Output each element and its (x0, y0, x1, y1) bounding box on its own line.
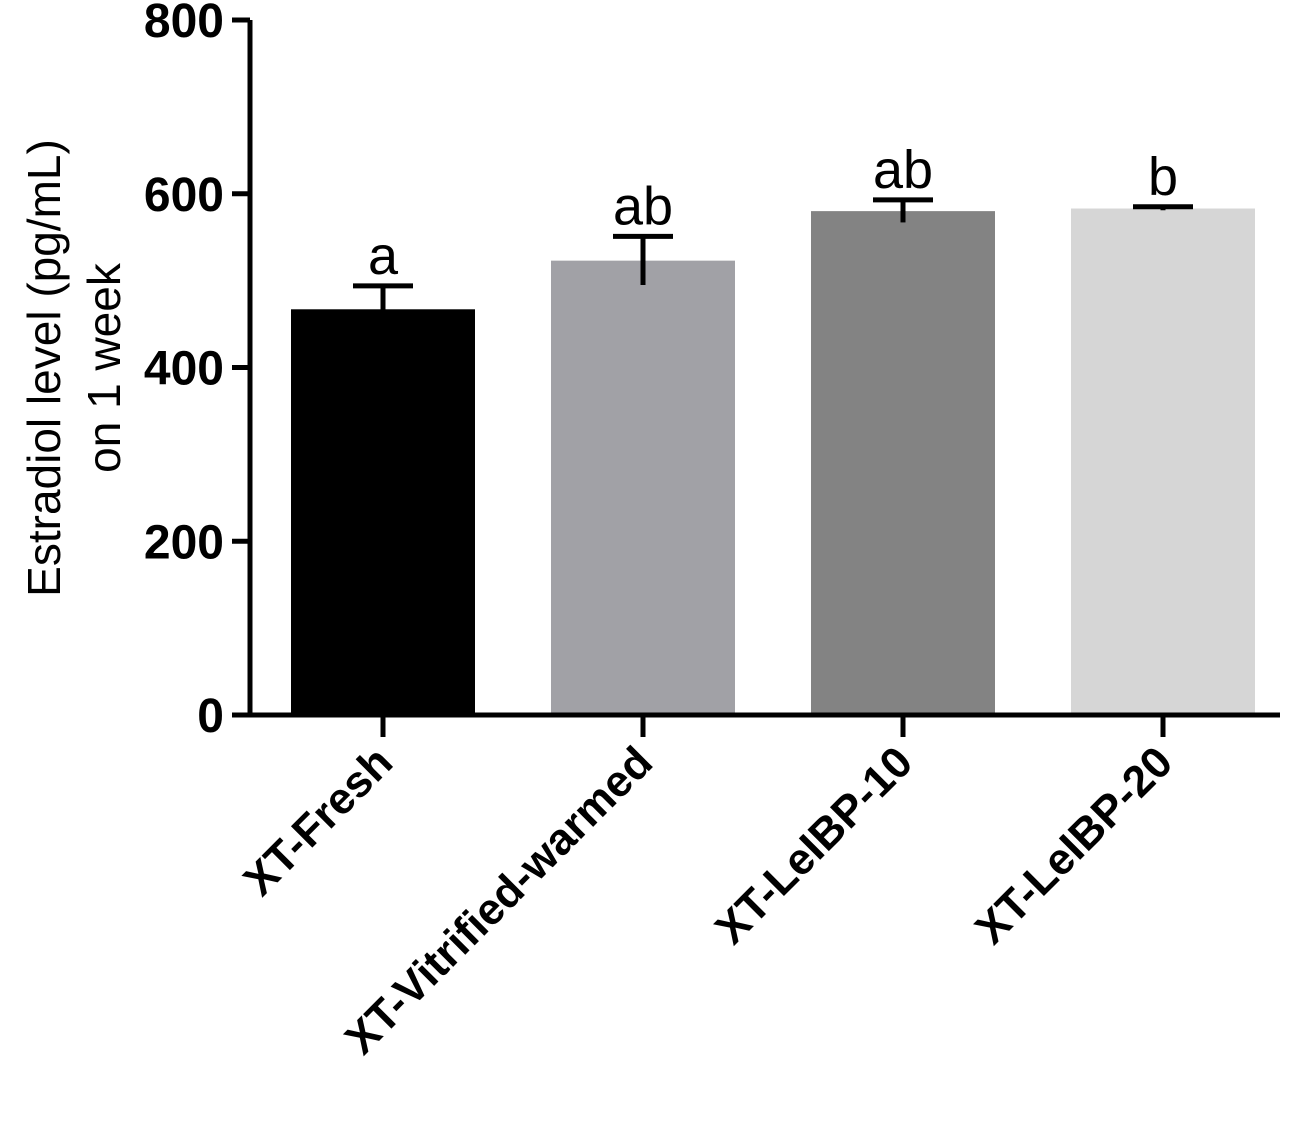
y-axis-label: Estradiol level (pg/mL) on 1 week (18, 139, 130, 597)
y-axis-label-line-2: on 1 week (78, 262, 130, 473)
y-tick-label: 400 (144, 343, 224, 396)
significance-label: b (1148, 147, 1178, 207)
y-axis-label-line-1: Estradiol level (pg/mL) (18, 139, 70, 597)
x-category-label: XT-Fresh (234, 737, 402, 905)
error-bars-group (353, 197, 1193, 333)
x-category-label: XT-LeIBP-10 (706, 737, 922, 953)
x-category-label: XT-LeIBP-20 (966, 737, 1182, 953)
bar (291, 309, 475, 715)
significance-label: ab (873, 140, 933, 200)
y-tick-label: 800 (144, 0, 224, 48)
y-tick-label: 600 (144, 169, 224, 222)
significance-label: a (368, 226, 399, 286)
bar (551, 260, 735, 715)
y-tick-label: 200 (144, 516, 224, 569)
bar (811, 211, 995, 715)
bar (1071, 208, 1255, 716)
y-ticks-group: 0 200 400 600 800 (144, 0, 250, 743)
significance-labels-group: a ab ab b (368, 140, 1178, 286)
bars-group (291, 208, 1255, 716)
significance-label: ab (613, 176, 673, 236)
y-tick-label: 0 (197, 690, 224, 743)
